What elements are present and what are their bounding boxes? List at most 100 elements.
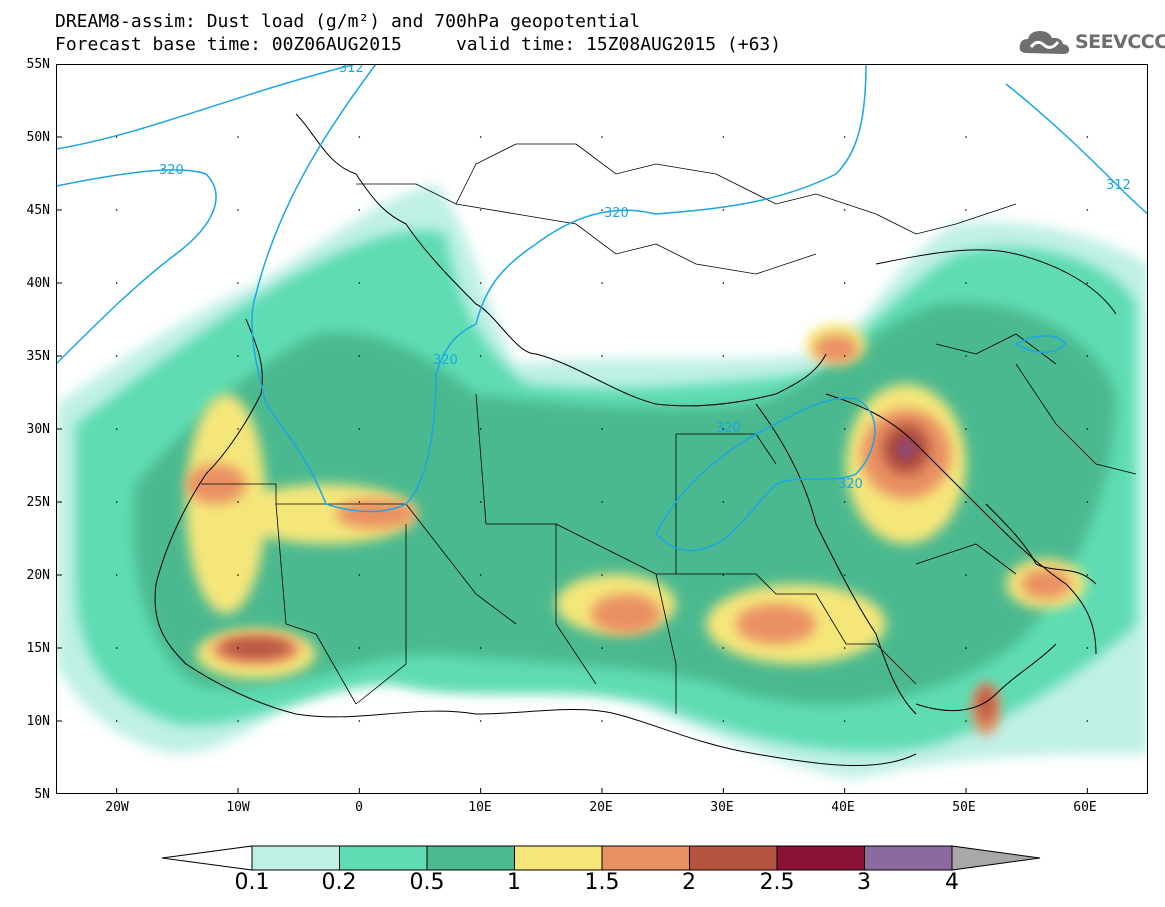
axis-ticks xyxy=(56,64,1088,794)
graticule-dot xyxy=(237,428,239,430)
colorbar-label: 2 xyxy=(682,870,696,895)
graticule-dot xyxy=(965,355,967,357)
graticule-dot xyxy=(722,574,725,576)
graticule-dot xyxy=(965,136,967,138)
graticule-dot xyxy=(237,355,239,357)
dust-load-map: 312 320 320 320 320 320 312 xyxy=(56,64,1148,794)
contour-label: 320 xyxy=(433,353,458,368)
graticule-dot xyxy=(115,282,118,284)
graticule-dot xyxy=(115,209,118,211)
graticule-dot xyxy=(965,720,967,722)
lat-label: 40N xyxy=(26,276,50,291)
graticule-dot xyxy=(965,574,967,576)
contour-label: 312 xyxy=(339,64,364,76)
graticule-dot xyxy=(965,282,967,284)
graticule-dot xyxy=(843,574,846,576)
lon-label: 10W xyxy=(226,800,250,815)
graticule-dot xyxy=(601,209,603,211)
lat-label: 55N xyxy=(26,57,50,72)
lat-label: 30N xyxy=(26,422,50,437)
lon-label: 0 xyxy=(355,800,363,815)
map-subtitle: Forecast base time: 00Z06AUG2015 valid t… xyxy=(55,34,782,55)
graticule-dot xyxy=(601,647,603,649)
graticule-dot xyxy=(237,574,239,576)
graticule-dot xyxy=(843,428,846,430)
graticule-dot xyxy=(115,428,118,430)
graticule-dot xyxy=(358,720,361,722)
graticule-dot xyxy=(237,282,239,284)
colorbar-label: 2.5 xyxy=(759,870,795,895)
graticule-dot xyxy=(1086,355,1089,357)
colorbar-label: 1 xyxy=(507,870,521,895)
graticule-dot xyxy=(479,574,482,576)
lat-label: 20N xyxy=(26,568,50,583)
colorbar-box xyxy=(601,845,690,871)
graticule-dot xyxy=(722,647,725,649)
lon-label: 20E xyxy=(589,800,613,815)
contour-label: 320 xyxy=(604,206,629,221)
graticule-dot xyxy=(601,720,603,722)
graticule-dot xyxy=(479,428,482,430)
logo-text: SEEVCCC xyxy=(1075,31,1165,53)
map-title: DREAM8-assim: Dust load (g/m²) and 700hP… xyxy=(55,11,641,32)
graticule-dot xyxy=(479,136,482,138)
colorbar-box xyxy=(689,845,778,871)
graticule-dot xyxy=(1086,282,1089,284)
graticule-dot xyxy=(843,136,846,138)
graticule-dot xyxy=(601,574,603,576)
graticule-dot xyxy=(722,136,725,138)
graticule-dot xyxy=(843,209,846,211)
colorbar-label: 0.5 xyxy=(409,870,445,895)
graticule-dot xyxy=(1086,574,1089,576)
graticule-dot xyxy=(722,501,725,503)
graticule-dot xyxy=(843,647,846,649)
country-borders xyxy=(201,143,1137,714)
graticule-dot xyxy=(843,720,846,722)
colorbar-box xyxy=(864,845,953,871)
graticule-dot xyxy=(358,209,361,211)
graticule-dot xyxy=(358,574,361,576)
graticule-dot xyxy=(843,282,846,284)
cloud-icon xyxy=(1019,31,1070,54)
graticule-dot xyxy=(722,720,725,722)
graticule-dot xyxy=(601,355,603,357)
graticule-dot xyxy=(601,282,603,284)
graticule-dot xyxy=(601,428,603,430)
graticule-dot xyxy=(1086,501,1089,503)
geopotential-contours xyxy=(56,64,1148,552)
graticule-dot xyxy=(1086,647,1089,649)
graticule-dot xyxy=(722,355,725,357)
graticule-dot xyxy=(115,647,118,649)
lon-label: 10E xyxy=(468,800,492,815)
graticule-dot xyxy=(358,136,361,138)
graticule-dot xyxy=(965,428,967,430)
colorbar-box xyxy=(426,845,515,871)
graticule-dot xyxy=(601,501,603,503)
colorbar-boxes xyxy=(251,845,953,871)
lat-label: 15N xyxy=(26,641,50,656)
graticule-dot xyxy=(237,136,239,138)
graticule-dot xyxy=(722,282,725,284)
colorbar-box xyxy=(339,845,428,871)
colorbar-low-extension xyxy=(161,845,253,871)
dust-field-extreme xyxy=(221,423,994,722)
contour-label: 320 xyxy=(716,421,741,436)
graticule-dot xyxy=(115,501,118,503)
graticule-dot xyxy=(843,501,846,503)
colorbar-label: 4 xyxy=(945,870,959,895)
seevccc-logo: SEEVCCC xyxy=(1017,26,1165,58)
graticule-dot xyxy=(843,355,846,357)
colorbar-box xyxy=(776,845,865,871)
graticule-dot xyxy=(965,501,967,503)
graticule-dot xyxy=(237,647,239,649)
graticule-dot xyxy=(722,209,725,211)
graticule-dot xyxy=(237,720,239,722)
graticule-dot xyxy=(601,136,603,138)
graticule-dot xyxy=(358,355,361,357)
graticule-dot xyxy=(479,647,482,649)
graticule-dot xyxy=(479,720,482,722)
colorbar-label: 3 xyxy=(857,870,871,895)
graticule-dot xyxy=(115,574,118,576)
graticule-dot xyxy=(115,136,118,138)
